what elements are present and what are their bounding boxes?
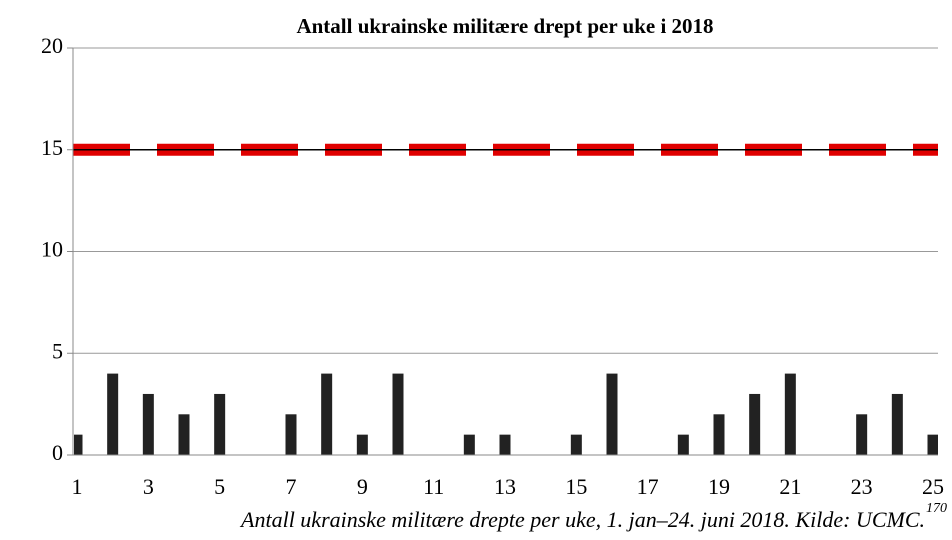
bar <box>677 434 689 455</box>
bar <box>178 414 190 455</box>
x-tick-label: 5 <box>214 474 225 499</box>
x-tick-label: 21 <box>779 474 801 499</box>
bar <box>713 414 725 455</box>
x-tick-label: 17 <box>637 474 659 499</box>
bar <box>570 434 582 455</box>
bar <box>214 393 226 455</box>
x-tick-label: 7 <box>286 474 297 499</box>
x-tick-label: 13 <box>494 474 516 499</box>
bar <box>321 373 333 455</box>
footnote: 170 <box>926 501 947 516</box>
y-tick-label: 20 <box>41 33 63 58</box>
x-tick-label: 25 <box>922 474 944 499</box>
bar <box>392 373 404 455</box>
x-tick-label: 23 <box>851 474 873 499</box>
bar <box>606 373 618 455</box>
x-tick-label: 19 <box>708 474 730 499</box>
bar <box>74 434 83 455</box>
caption: Antall ukrainske militære drepte per uke… <box>239 507 925 532</box>
bar <box>784 373 796 455</box>
x-tick-label: 3 <box>143 474 154 499</box>
bar <box>285 414 297 455</box>
x-tick-label: 9 <box>357 474 368 499</box>
bar <box>856 414 868 455</box>
bar <box>463 434 475 455</box>
bar <box>749 393 761 455</box>
y-tick-label: 0 <box>52 440 63 465</box>
chart-title: Antall ukrainske militære drept per uke … <box>296 14 713 38</box>
x-tick-label: 15 <box>565 474 587 499</box>
y-tick-label: 5 <box>52 338 63 363</box>
bar <box>891 393 903 455</box>
bar <box>142 393 154 455</box>
bar <box>356 434 368 455</box>
y-tick-label: 10 <box>41 237 63 262</box>
y-tick-label: 15 <box>41 135 63 160</box>
bar <box>927 434 938 455</box>
x-tick-label: 1 <box>72 474 83 499</box>
bar <box>499 434 511 455</box>
x-tick-label: 11 <box>423 474 444 499</box>
bar <box>107 373 119 455</box>
